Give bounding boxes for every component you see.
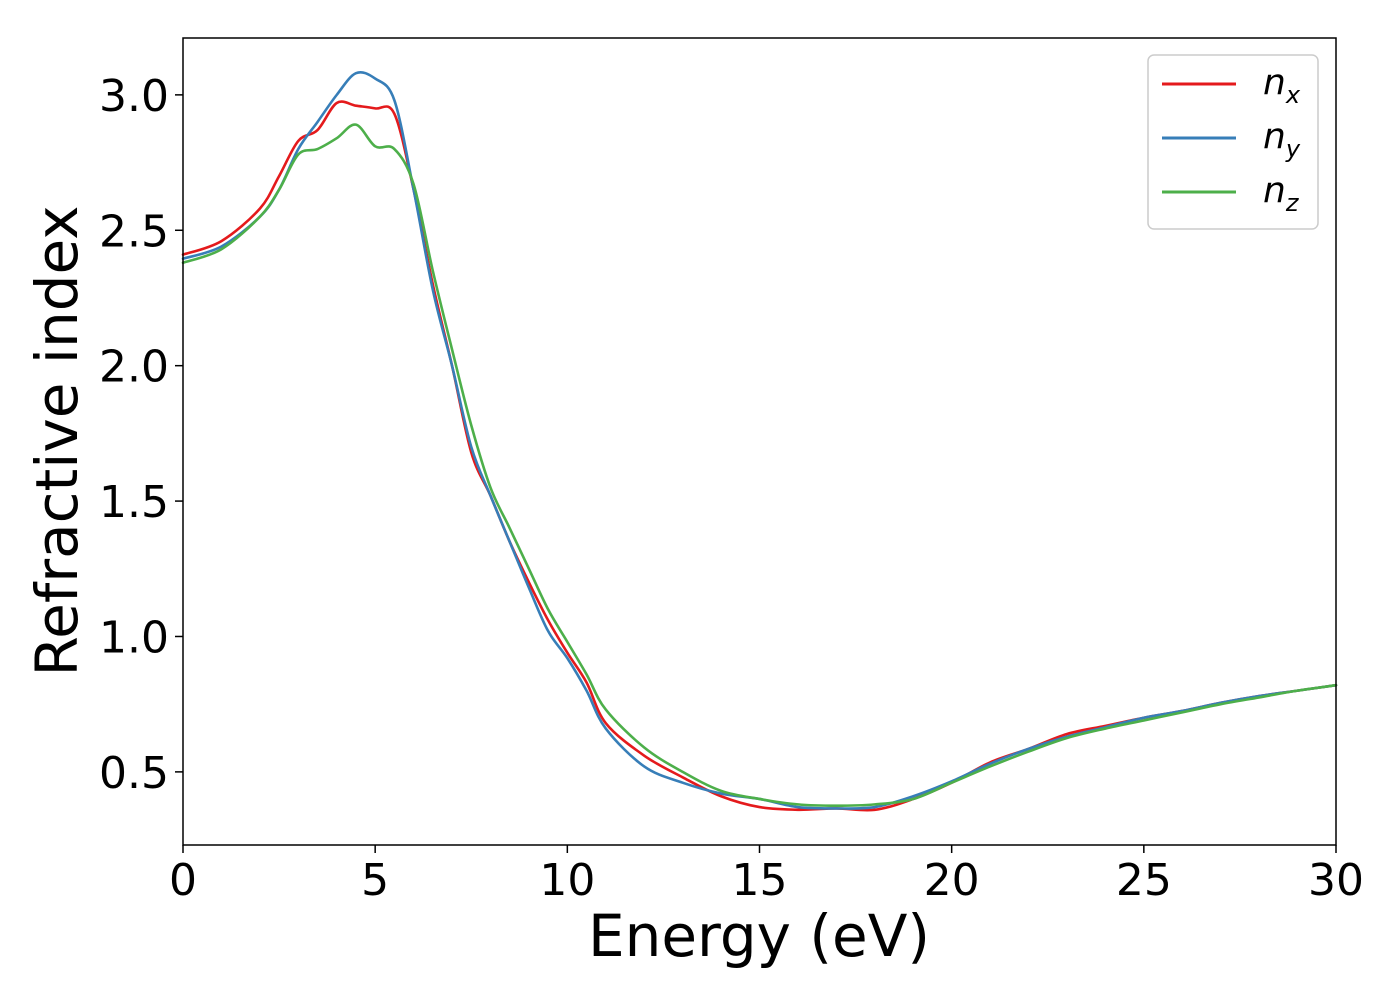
x-tick-label: 30 — [1308, 855, 1364, 906]
series-line-n-z — [181, 123, 1338, 808]
legend-label-base: n — [1263, 116, 1286, 157]
legend-label-subscript: y — [1285, 135, 1301, 163]
legend-label-n-y: ny — [1263, 116, 1301, 163]
y-tick-label: 3.0 — [99, 71, 169, 122]
legend-box — [1147, 54, 1319, 230]
plot-area — [183, 38, 1336, 845]
x-axis-title: Energy (eV) — [588, 902, 930, 970]
y-tick-label: 2.0 — [99, 342, 169, 393]
legend-label-base: n — [1263, 170, 1286, 211]
legend-label-subscript: x — [1285, 81, 1301, 109]
x-axis: 0 5 10 15 20 25 30 — [169, 845, 1364, 906]
legend-label-n-x: nx — [1263, 62, 1301, 109]
series-layer — [181, 70, 1338, 812]
y-tick-label: 0.5 — [99, 748, 169, 799]
x-tick-label: 5 — [361, 855, 389, 906]
x-tick-label: 25 — [1116, 855, 1172, 906]
y-axis: 0.5 1.0 1.5 2.0 2.5 3.0 — [99, 71, 183, 799]
y-axis-title: Refractive index — [23, 205, 91, 676]
x-tick-label: 15 — [732, 855, 788, 906]
legend-label-subscript: z — [1285, 189, 1300, 217]
y-tick-label: 2.5 — [99, 206, 169, 257]
x-tick-label: 20 — [924, 855, 980, 906]
y-tick-label: 1.5 — [99, 477, 169, 528]
x-tick-label: 10 — [539, 855, 595, 906]
series-line-n-x — [181, 100, 1338, 812]
y-tick-label: 1.0 — [99, 612, 169, 663]
legend-label-base: n — [1263, 62, 1286, 103]
x-tick-label: 0 — [169, 855, 197, 906]
legend-label-n-z: nz — [1263, 170, 1300, 217]
